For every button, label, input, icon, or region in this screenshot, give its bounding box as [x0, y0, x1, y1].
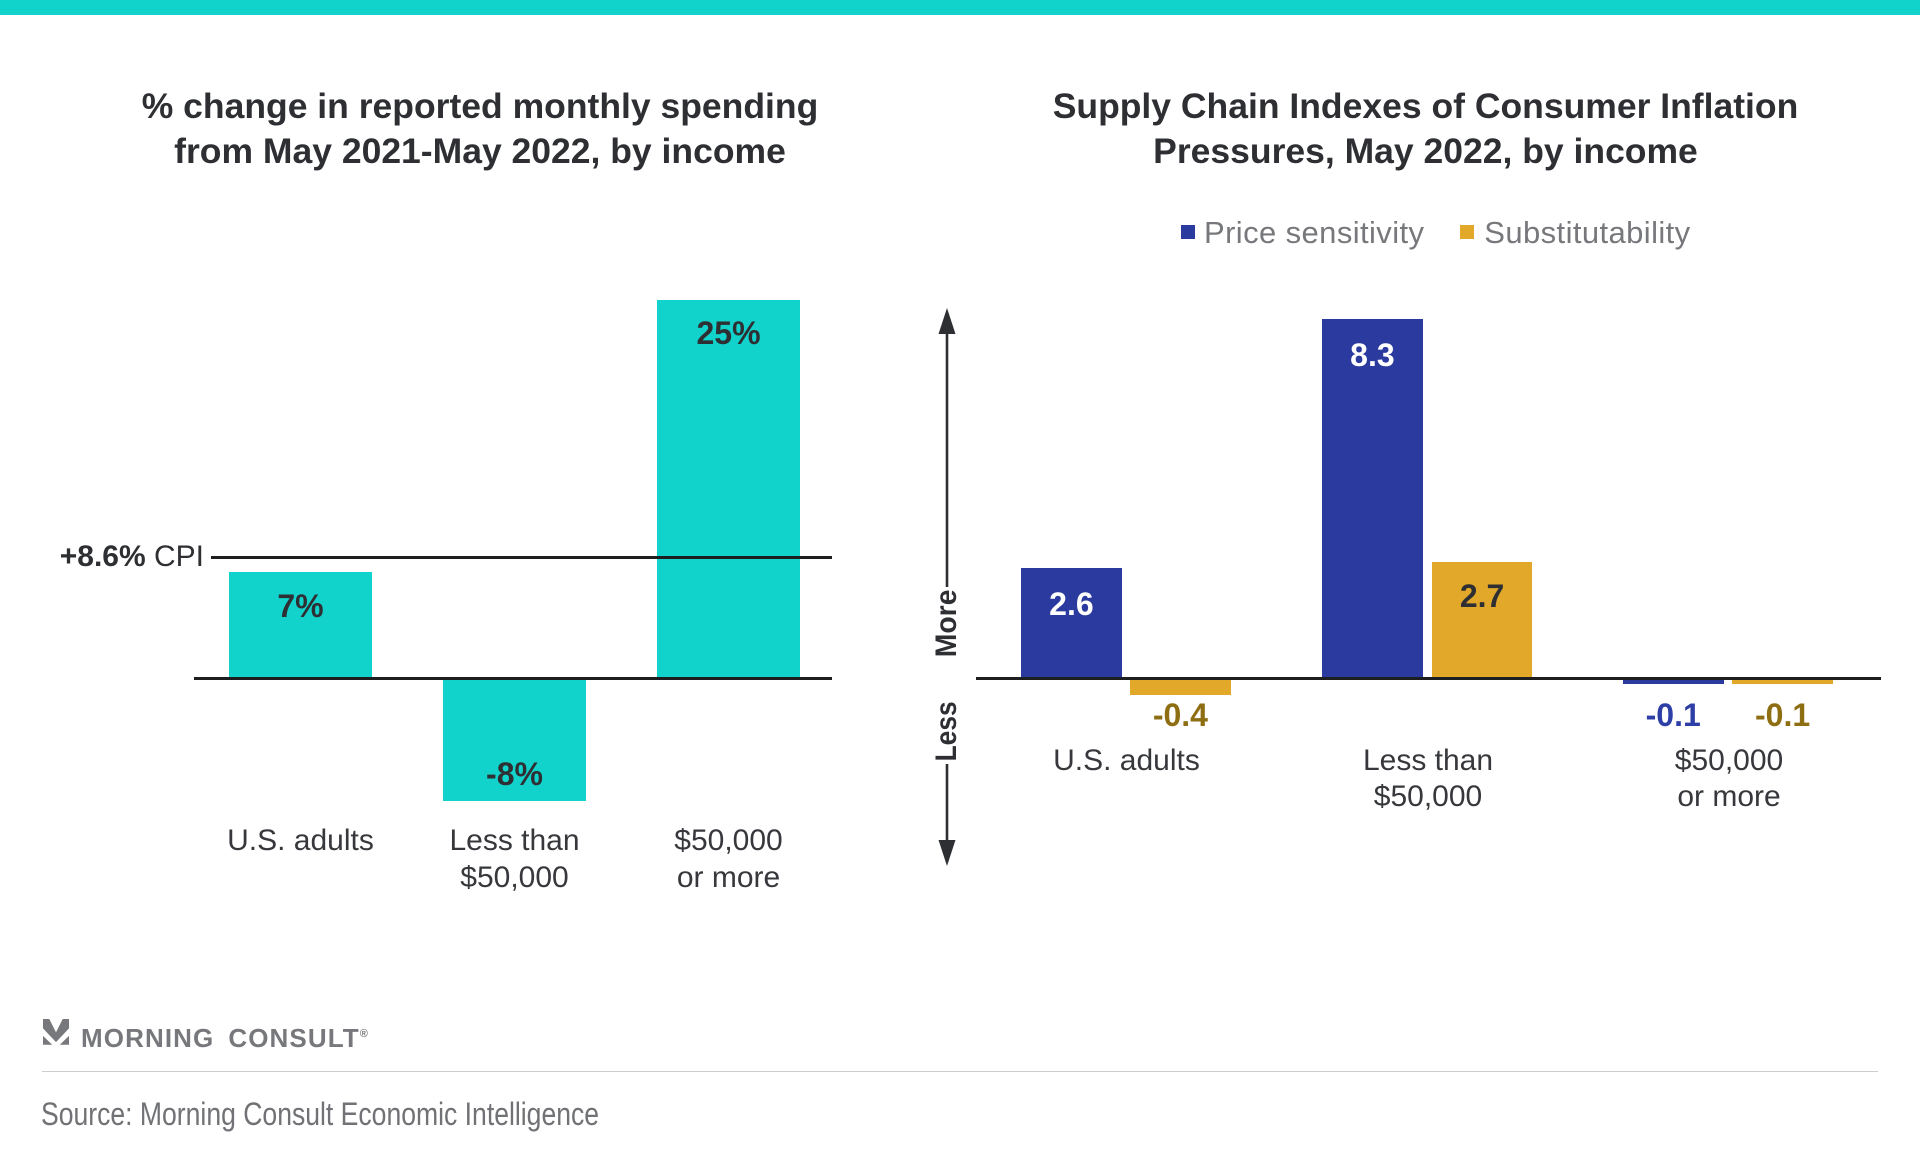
svg-text:Less: Less — [930, 701, 963, 761]
svg-text:More: More — [930, 590, 963, 658]
